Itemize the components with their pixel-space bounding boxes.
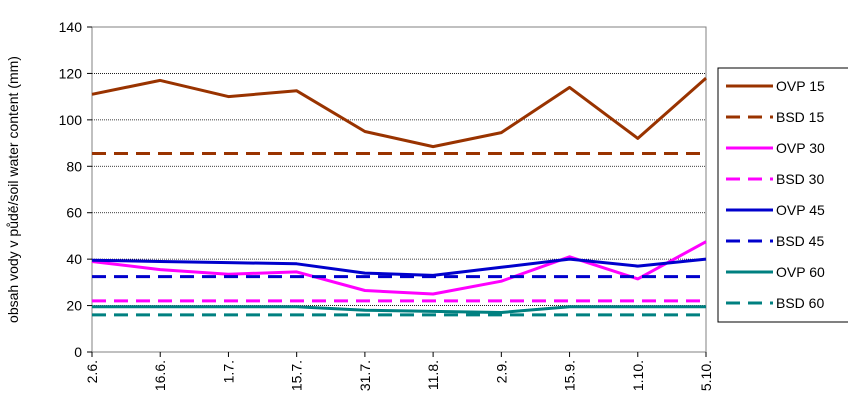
- legend-label: BSD 30: [776, 171, 824, 187]
- y-axis-ticks: 0 20 40 60 80 100 120 140: [59, 19, 92, 360]
- x-tick-label: 31.7.: [357, 360, 373, 391]
- y-tick-label: 100: [59, 112, 83, 128]
- legend-label: OVP 60: [776, 264, 825, 280]
- legend-label: BSD 45: [776, 233, 824, 249]
- y-tick-label: 40: [66, 251, 82, 267]
- y-tick-label: 20: [66, 298, 82, 314]
- legend: OVP 15 BSD 15 OVP 30 BSD 30 OVP 45 BSD 45 OVP …: [717, 67, 848, 323]
- x-tick-label: 1.7.: [220, 360, 236, 383]
- y-tick-label: 0: [74, 344, 82, 360]
- y-tick-label: 120: [59, 65, 83, 81]
- x-tick-label: 5.10.: [698, 360, 714, 391]
- x-axis-ticks: 2.6. 16.6. 1.7. 15.7. 31.7. 11.8. 2.9. 15.9. 1.1…: [84, 352, 714, 391]
- series-line-ovp-60: [92, 305, 706, 314]
- series-line-ovp-45: [91, 257, 707, 277]
- y-axis-label: obsah vody v půdě/soil water content (mm…: [5, 56, 21, 323]
- x-tick-label: 15.7.: [289, 360, 305, 391]
- y-tick-label: 60: [66, 205, 82, 221]
- legend-box: [717, 67, 848, 323]
- y-tick-label: 140: [59, 19, 83, 35]
- series-line-ovp-15: [91, 76, 707, 149]
- x-tick-label: 1.10.: [630, 360, 646, 391]
- plot-area-frame: [91, 26, 707, 353]
- legend-label: BSD 60: [776, 295, 824, 311]
- x-tick-label: 11.8.: [425, 360, 441, 390]
- x-tick-label: 16.6.: [152, 360, 168, 391]
- legend-label: BSD 15: [776, 109, 824, 125]
- x-tick-label: 2.6.: [84, 360, 100, 383]
- series-line-ovp-30: [91, 240, 707, 296]
- legend-label: OVP 30: [776, 140, 825, 156]
- x-tick-label: 2.9.: [493, 360, 509, 383]
- legend-label: OVP 15: [776, 78, 825, 94]
- y-tick-label: 80: [66, 158, 82, 174]
- x-tick-label: 15.9.: [562, 360, 578, 391]
- series-lines: [91, 76, 707, 317]
- legend-label: OVP 45: [776, 202, 825, 218]
